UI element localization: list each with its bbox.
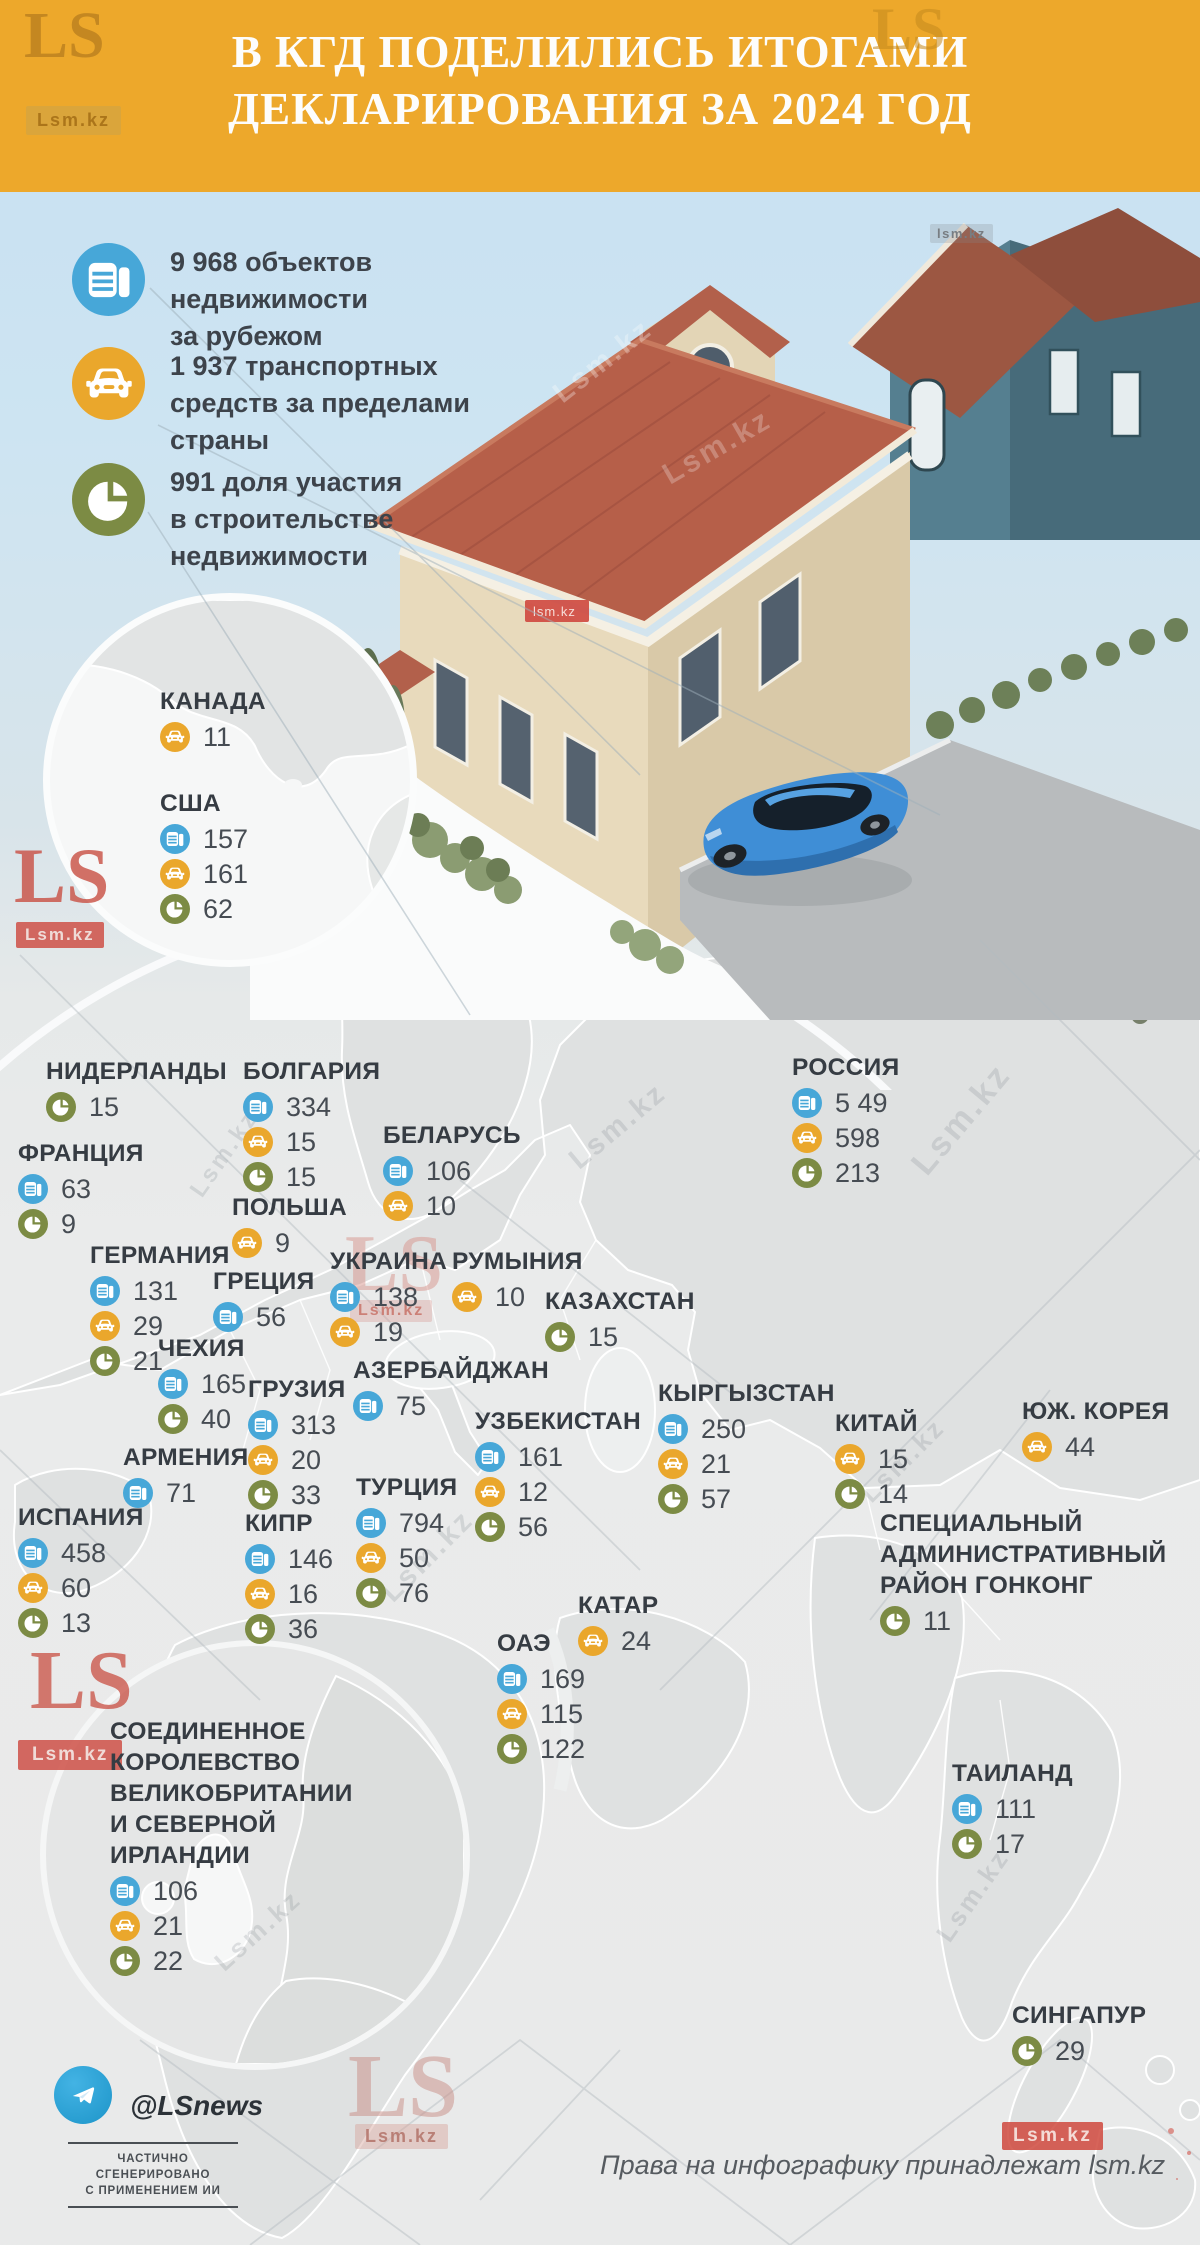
legend-vehicles-text: 1 937 транспортных средств за пределами …	[170, 351, 470, 455]
sea-caspian	[584, 1347, 656, 1473]
sea-black	[384, 1330, 496, 1390]
ai-generated-note: ЧАСТИЧНО СГЕНЕРИРОВАНО С ПРИМЕНЕНИЕМ ИИ	[68, 2142, 238, 2208]
lsmkz-badge-bottomright: Lsm.kz	[1002, 2122, 1104, 2150]
ls-watermark-footer: LS	[348, 2037, 459, 2136]
svg-text:lsm.kz: lsm.kz	[533, 604, 576, 619]
legend-construction: 991 доля участия в строительстве недвижи…	[72, 463, 402, 575]
telegram-icon	[54, 2066, 112, 2124]
car-icon	[72, 347, 145, 420]
lsmkz-watermark-center: Lsm.kz	[350, 1300, 433, 1322]
land-italy	[419, 1369, 489, 1476]
ls-logo-header-right: LS	[872, 0, 946, 62]
lsmkz-watermark-footer: Lsm.kz	[355, 2124, 449, 2149]
header-banner: LS Lsm.kz LS В КГД ПОДЕЛИЛИСЬ ИТОГАМИ ДЕ…	[0, 0, 1200, 192]
page-title: В КГД ПОДЕЛИЛИСЬ ИТОГАМИ ДЕКЛАРИРОВАНИЯ …	[228, 27, 972, 134]
lsmkz-badge-sky: lsm.kz	[930, 224, 993, 243]
blue-car	[703, 772, 909, 876]
land-india	[809, 1534, 965, 1814]
hedge	[926, 618, 1188, 739]
lsmkz-watermark-bottomleft: Lsm.kz	[18, 1740, 123, 1770]
ls-watermark-bottomleft: LS	[30, 1634, 133, 1727]
sea-red	[542, 1627, 574, 1792]
paper-plane-icon	[72, 2087, 95, 2104]
lsmkz-watermark-left: Lsm.kz	[16, 922, 104, 948]
land-malay	[1006, 2016, 1094, 2154]
pie-icon	[72, 463, 145, 536]
lsmkz-badge-header-left: Lsm.kz	[26, 106, 122, 135]
ls-watermark-center: LS	[345, 1220, 443, 1308]
land-iberia	[12, 1467, 153, 1595]
uk-inset	[40, 1640, 470, 2070]
legend-vehicles: 1 937 транспортных средств за пределами …	[72, 347, 470, 459]
ls-watermark-left: LS	[14, 832, 110, 919]
red-speckles	[1168, 2128, 1174, 2134]
legend-realestate-text: 9 968 объектов недвижимости за рубежом	[170, 247, 373, 351]
legend-construction-text: 991 доля участия в строительстве недвижи…	[170, 467, 403, 571]
legend-realestate: 9 968 объектов недвижимости за рубежом	[72, 243, 372, 355]
north-america-inset	[43, 593, 417, 967]
land-indochina	[936, 1669, 1122, 2042]
house-illustration: lsm.kz Lsm.kz	[250, 208, 1200, 1020]
ls-logo-header-left: LS	[24, 0, 105, 72]
copyright-note: Права на инфографику принадлежат lsm.kz	[600, 2150, 1166, 2180]
telegram-handle: @LSnews	[130, 2090, 264, 2121]
land-borneo	[1091, 2126, 1197, 2230]
building-icon	[72, 243, 145, 316]
